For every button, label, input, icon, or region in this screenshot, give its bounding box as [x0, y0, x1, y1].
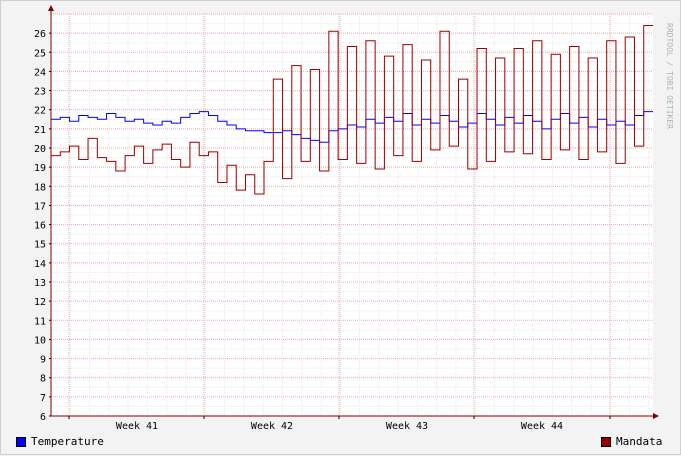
x-tick-label: Week 41	[116, 421, 158, 432]
y-tick-label: 22	[34, 106, 46, 117]
legend-label-temperature: Temperature	[31, 435, 104, 448]
legend-label-mandata: Mandata	[616, 435, 663, 448]
watermark: RRDTOOL / TOBI OETIKER	[665, 23, 674, 129]
y-tick-label: 16	[34, 221, 46, 232]
y-tick-label: 8	[40, 374, 46, 385]
y-tick-label: 19	[34, 163, 46, 174]
series-line-mandata	[51, 24, 653, 195]
legend-item-mandata: Mandata	[601, 435, 662, 448]
y-tick-label: 24	[34, 67, 46, 78]
series-layer	[51, 24, 653, 195]
y-tick-label: 15	[34, 240, 46, 251]
y-tick-label: 12	[34, 297, 46, 308]
y-tick-label: 21	[34, 125, 46, 136]
x-tick-label: Week 43	[386, 421, 428, 432]
x-tick-label: Week 42	[251, 421, 293, 432]
legend-swatch-mandata	[601, 436, 611, 447]
y-tick-label: 18	[34, 182, 46, 193]
legend-item-temperature: Temperature	[16, 435, 104, 448]
y-tick-label: 20	[34, 144, 46, 155]
axes: 6 7 8 9 10 11 12 13 14 15 16 17 18 19 20 21 22 23 24 25 26 We…	[34, 5, 659, 432]
legend-swatch-temperature	[16, 436, 26, 447]
y-tick-label: 9	[40, 355, 46, 366]
x-tick-label: Week 44	[521, 421, 563, 432]
y-tick-label: 17	[34, 201, 46, 212]
y-axis-arrow	[48, 5, 54, 11]
y-tick-label: 13	[34, 278, 46, 289]
y-tick-label: 23	[34, 87, 46, 98]
y-tick-label: 10	[34, 335, 46, 346]
y-tick-label: 11	[34, 316, 46, 327]
y-tick-label: 7	[40, 393, 46, 404]
y-tick-label: 6	[40, 412, 46, 423]
grid	[50, 13, 653, 417]
y-tick-label: 14	[34, 259, 46, 270]
y-tick-label: 26	[34, 29, 46, 40]
x-axis-arrow	[653, 413, 659, 419]
y-tick-label: 25	[34, 48, 46, 59]
